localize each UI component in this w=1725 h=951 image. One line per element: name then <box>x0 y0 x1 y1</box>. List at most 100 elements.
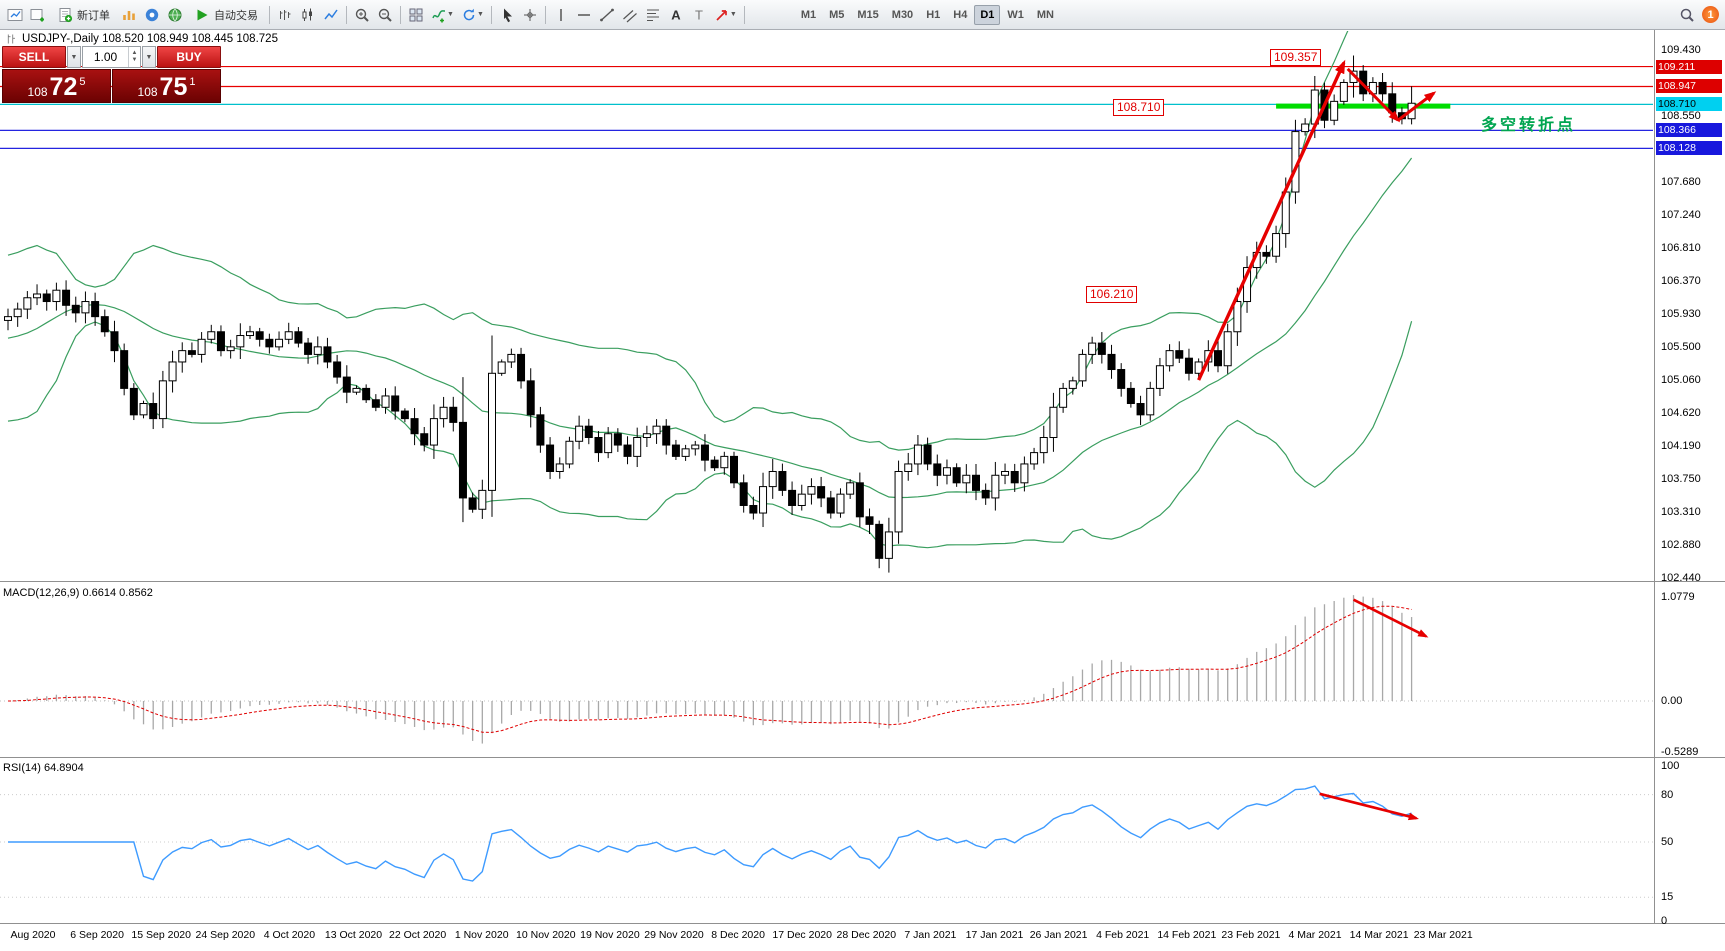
timeframe-m15[interactable]: M15 <box>851 5 884 25</box>
new-chart-button[interactable] <box>27 4 49 26</box>
candle-body <box>1155 365 1164 389</box>
candle-body <box>1165 350 1174 367</box>
candle-body <box>304 342 313 355</box>
line-chart-icon <box>324 9 338 19</box>
candle-body <box>1078 353 1087 382</box>
candle-body <box>836 493 845 514</box>
buy-price-display[interactable]: 108 75 1 <box>112 69 221 103</box>
timeframe-h1[interactable]: H1 <box>920 5 946 25</box>
candle-body <box>759 486 768 514</box>
candle-body <box>1049 406 1058 439</box>
candle-body <box>923 444 932 465</box>
candle-body <box>149 403 158 420</box>
horizontal-line-tool-button[interactable] <box>573 4 595 26</box>
candle-body <box>1010 470 1019 484</box>
macd-pane <box>0 595 1653 744</box>
candle-body <box>894 470 903 533</box>
timeframe-mn[interactable]: MN <box>1031 5 1060 25</box>
turning-point-text[interactable]: 多空转折点 <box>1481 117 1577 134</box>
trend-arrow[interactable] <box>1197 59 1346 381</box>
zoom-out-button[interactable] <box>374 4 396 26</box>
bollinger-upper <box>7 31 1349 451</box>
vertical-line-icon <box>560 8 562 21</box>
zoom-in-button[interactable] <box>351 4 373 26</box>
toolbar-separator <box>490 5 492 24</box>
timeframe-w1[interactable]: W1 <box>1001 5 1030 25</box>
base-price-annotation[interactable]: 106.210 <box>1086 286 1138 303</box>
candle-body <box>962 474 971 484</box>
chevron-down-icon: ▼ <box>145 53 153 61</box>
volume-input[interactable] <box>83 47 128 67</box>
trendline-tool-button[interactable] <box>596 4 618 26</box>
label-icon: T <box>695 7 703 22</box>
indicators-button[interactable]: ▼ <box>428 4 457 26</box>
candle-body <box>671 444 680 457</box>
buy-button[interactable]: BUY <box>157 46 221 68</box>
trade-panel-prices: 108 72 5 108 75 1 <box>2 69 221 103</box>
peak-price-annotation[interactable]: 109.357 <box>1270 49 1322 66</box>
spinner-up-icon: ▲ <box>131 50 138 57</box>
candlestick-chart-button[interactable] <box>297 4 319 26</box>
candle-body <box>352 387 361 393</box>
timeframe-h4[interactable]: H4 <box>947 5 973 25</box>
buy-price-handle: 108 <box>137 85 158 99</box>
candle-body <box>633 437 642 457</box>
refresh-button[interactable]: ▼ <box>458 4 487 26</box>
sell-button[interactable]: SELL <box>2 46 66 68</box>
trend-arrow[interactable] <box>1397 91 1437 122</box>
new-order-button[interactable]: 新订单 <box>50 4 117 26</box>
timeframe-m1[interactable]: M1 <box>795 5 822 25</box>
support-price-annotation[interactable]: 108.710 <box>1113 99 1165 116</box>
buy-price-point: 1 <box>189 76 196 88</box>
fibonacci-tool-button[interactable] <box>642 4 664 26</box>
candle-body <box>1068 380 1077 389</box>
notification-badge[interactable]: 1 <box>1702 6 1719 23</box>
search-button[interactable] <box>1676 4 1698 26</box>
volume-spinner[interactable]: ▲ ▼ <box>128 47 140 67</box>
candle-body <box>526 380 535 416</box>
cursor-button[interactable] <box>496 4 518 26</box>
candle-body <box>691 444 700 450</box>
candle-body <box>613 433 622 446</box>
timeframe-m5[interactable]: M5 <box>823 5 850 25</box>
tile-windows-button[interactable] <box>405 4 427 26</box>
fibonacci-icon <box>646 9 659 21</box>
candle-body <box>13 308 22 318</box>
market-watch-icon <box>123 10 135 20</box>
chevron-down-icon: ▼ <box>447 11 454 18</box>
autotrading-button[interactable]: 自动交易 <box>187 4 265 26</box>
buy-price-pips: 75 <box>159 73 188 101</box>
crosshair-button[interactable] <box>519 4 541 26</box>
candle-body <box>381 395 390 408</box>
one-click-trading-panel: SELL ▼ ▲ ▼ ▼ BUY 108 72 5 108 75 1 <box>2 46 221 103</box>
candle-body <box>4 316 12 321</box>
candle-body <box>1146 387 1155 416</box>
candle-body <box>913 444 922 465</box>
channel-tool-button[interactable] <box>619 4 641 26</box>
trend-arrow[interactable] <box>1319 792 1419 821</box>
candle-body <box>884 531 893 559</box>
buy-options-dropdown[interactable]: ▼ <box>142 46 156 68</box>
community-button[interactable] <box>164 4 186 26</box>
chart-add-icon <box>30 8 44 21</box>
candle-body <box>933 463 942 476</box>
market-watch-button[interactable] <box>118 4 140 26</box>
sell-price-display[interactable]: 108 72 5 <box>2 69 111 103</box>
timeframe-d1[interactable]: D1 <box>974 4 1001 25</box>
vertical-line-tool-button[interactable] <box>550 4 572 26</box>
bar-chart-button[interactable] <box>274 4 296 26</box>
sell-options-dropdown[interactable]: ▼ <box>67 46 81 68</box>
label-tool-button[interactable]: T <box>688 4 710 26</box>
trend-arrow[interactable] <box>1346 67 1401 123</box>
indicators-icon <box>432 9 446 22</box>
candle-body <box>197 338 206 355</box>
text-tool-button[interactable]: A <box>665 4 687 26</box>
chat-button[interactable] <box>141 4 163 26</box>
arrow-tool-button[interactable]: ▼ <box>711 4 740 26</box>
trend-arrow[interactable] <box>1352 598 1429 638</box>
chart-window-button[interactable] <box>4 4 26 26</box>
timeframe-m30[interactable]: M30 <box>886 5 919 25</box>
line-chart-button[interactable] <box>320 4 342 26</box>
